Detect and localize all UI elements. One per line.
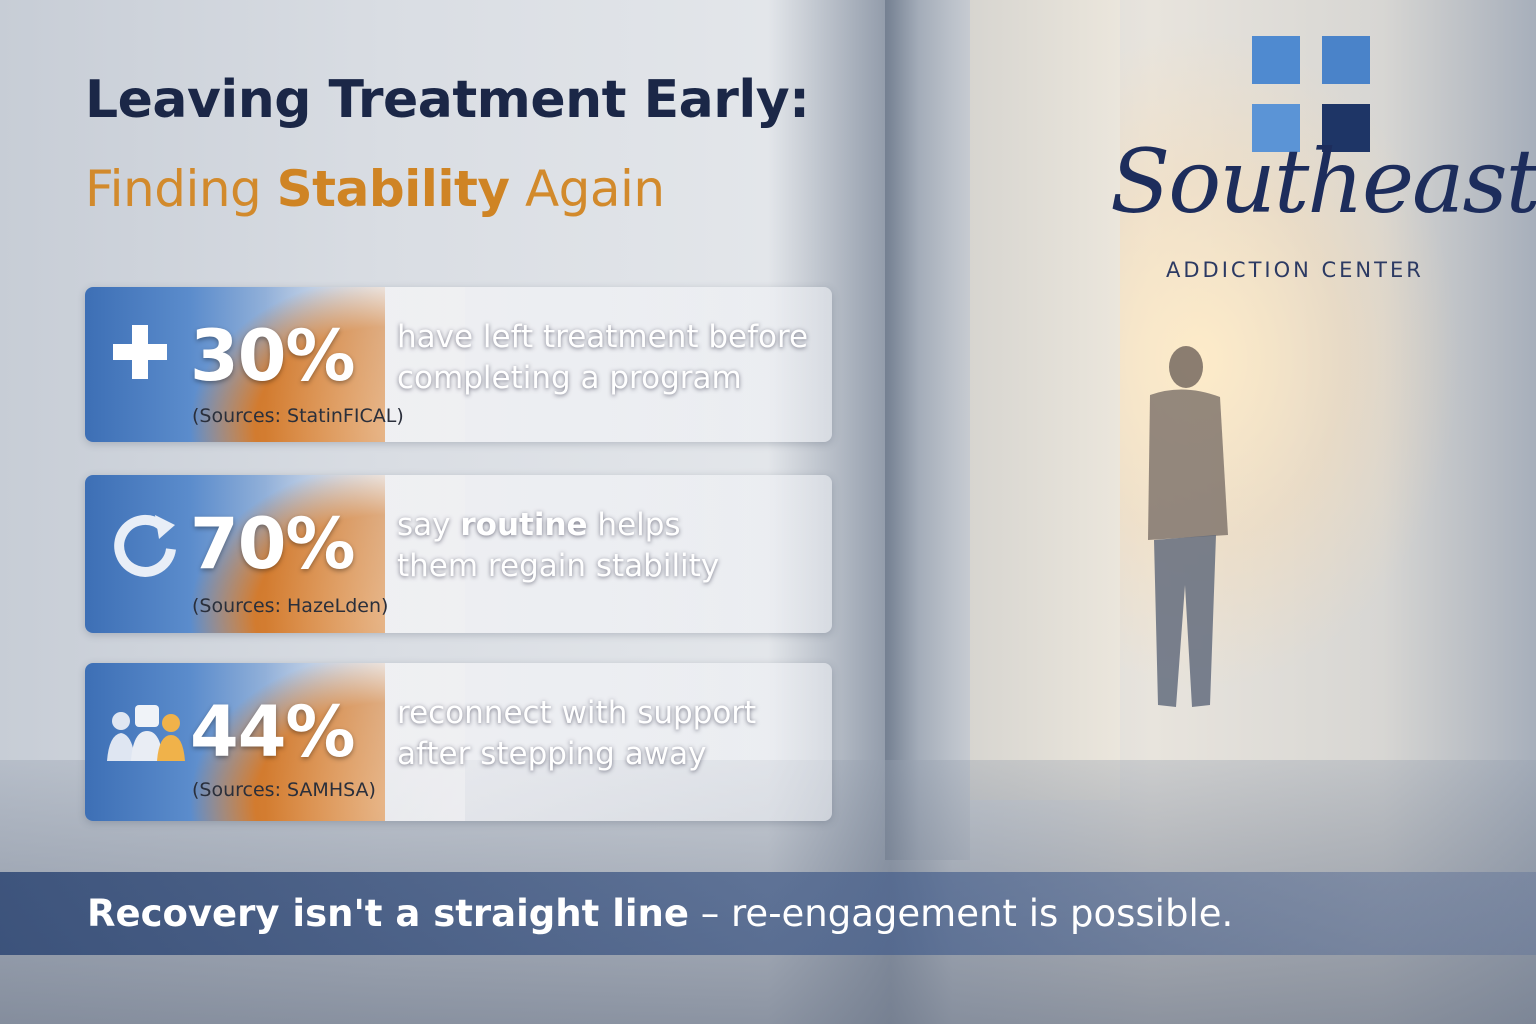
- footer-rest: – re-engagement is possible.: [700, 892, 1234, 935]
- desc-line: have left treatment before: [397, 319, 809, 355]
- stat-value: 30%: [190, 315, 356, 397]
- walking-figure: [1148, 346, 1228, 707]
- subtitle-bold: Stability: [276, 160, 510, 218]
- refresh-icon: [114, 514, 176, 577]
- desc-line: them regain stability: [397, 548, 720, 584]
- background-pillar: [885, 0, 970, 860]
- footer-bold: Recovery isn't a straight line: [87, 892, 689, 935]
- stat-source: (Sources: StatinFICAL): [192, 405, 404, 427]
- title: Leaving Treatment Early:: [85, 70, 810, 130]
- plus-icon: [113, 325, 167, 379]
- logo-tagline: ADDICTION CENTER: [1166, 258, 1424, 282]
- stat-description: reconnect with support after stepping awa…: [397, 693, 756, 775]
- logo-square: [1322, 36, 1370, 84]
- desc-line: after stepping away: [397, 736, 707, 772]
- desc-line: say: [397, 507, 451, 543]
- desc-line: completing a program: [397, 360, 742, 396]
- stat-source: (Sources: HazeLden): [192, 595, 389, 617]
- footer-band: Recovery isn't a straight line – re-enga…: [0, 872, 1536, 955]
- logo-square: [1322, 104, 1370, 152]
- stat-card: 44% reconnect with support after stepping…: [85, 663, 832, 821]
- stat-value: 44%: [190, 691, 356, 773]
- stat-card: 70% say routine helps them regain stabili…: [85, 475, 832, 633]
- footer-text: Recovery isn't a straight line – re-enga…: [87, 892, 1233, 935]
- logo-square: [1252, 36, 1300, 84]
- desc-bold: routine: [460, 507, 588, 543]
- stat-card: 30% have left treatment before completing…: [85, 287, 832, 442]
- desc-line: helps: [597, 507, 681, 543]
- subtitle: Finding Stability Again: [85, 160, 665, 218]
- background-wall: [970, 0, 1120, 800]
- people-icon: [107, 705, 185, 761]
- card-fade: [265, 663, 465, 821]
- card-fade: [265, 287, 465, 442]
- stat-description: say routine helps them regain stability: [397, 505, 719, 587]
- subtitle-start: Finding: [85, 160, 262, 218]
- logo-square: [1252, 104, 1300, 152]
- subtitle-end: Again: [524, 160, 665, 218]
- stat-value: 70%: [190, 503, 356, 585]
- desc-line: reconnect with support: [397, 695, 757, 731]
- logo-name: Southeast: [1110, 130, 1536, 233]
- card-fade: [265, 475, 465, 633]
- stat-source: (Sources: SAMHSA): [192, 779, 376, 801]
- stat-description: have left treatment before completing a p…: [397, 317, 808, 399]
